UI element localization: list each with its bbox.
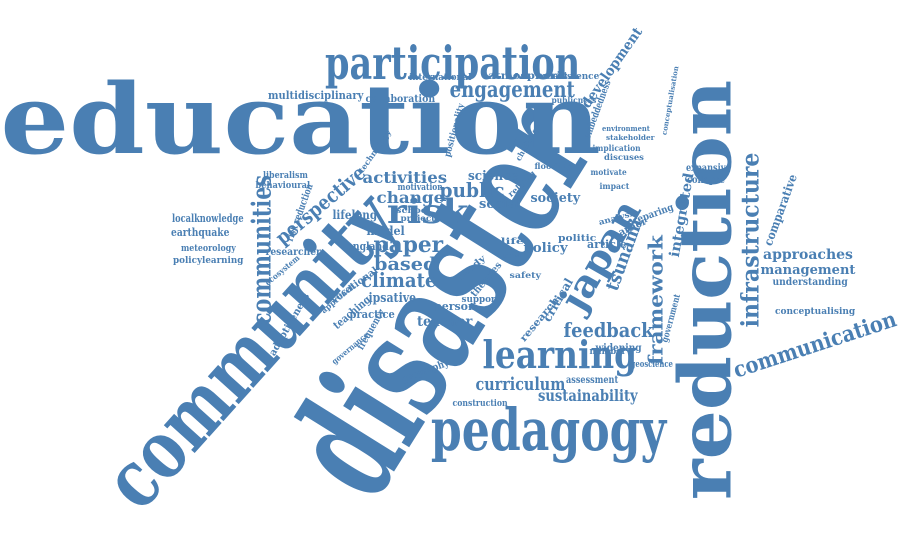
word-paper: paper (372, 232, 443, 258)
word-science: science (468, 168, 519, 184)
word-support: support (461, 294, 500, 305)
word-feedback: feedback (563, 318, 654, 342)
word-pedagogy: pedagogy (430, 396, 666, 464)
word-life: life (500, 236, 524, 246)
word-meteorology: meteorology (180, 243, 236, 254)
word-international: international (409, 72, 472, 83)
word-infrastructure: infrastructure (734, 152, 764, 328)
word-engagement: engagement (449, 77, 575, 103)
word-understanding: understanding (772, 277, 848, 288)
word-reduction: reduction (662, 79, 748, 501)
word-behavioural: behavioural (255, 180, 311, 191)
word-assessment: assessment (566, 375, 619, 386)
word-policylearning: policylearning (173, 255, 244, 266)
word-multidisciplinary: multidisciplinary (267, 88, 363, 102)
word-number: number (589, 346, 626, 357)
word-activities: activities (362, 168, 448, 187)
word-model: model (366, 224, 405, 238)
word-liberalism: liberalism (262, 170, 308, 181)
word-risk: risk (387, 192, 469, 232)
word-widening: widening (595, 343, 642, 354)
word-education: education (0, 63, 601, 176)
word-management: management (760, 262, 856, 278)
word-lifelong: lifelong (332, 208, 378, 222)
word-framework: framework (642, 235, 667, 365)
word-construction: construction (452, 398, 508, 409)
word-school: school (395, 205, 431, 215)
word-curriculum: curriculum (475, 374, 565, 395)
word-motivation: motivation (397, 182, 443, 193)
word-collapse: collapse (686, 175, 725, 186)
word-motivate: motivate (590, 167, 627, 177)
word-expansive: expansive (685, 163, 731, 174)
word-practice: practice (349, 307, 395, 321)
word-localknowledge: localknowledge (171, 211, 244, 225)
word-stakeholder: stakeholder (606, 132, 655, 142)
word-society: society (530, 190, 580, 206)
word-article: article (587, 237, 628, 251)
word-flooding: flooding (534, 161, 572, 171)
word-environment: environment (601, 123, 650, 133)
word-safety: safety (509, 270, 541, 280)
word-teacher: teacher (416, 314, 472, 330)
word-discuses: discuses (603, 152, 644, 162)
word-geoscience: geoscience (630, 359, 673, 370)
word-learning: learning (482, 332, 638, 377)
word-publicness: publicness (551, 95, 597, 105)
word-comparative: comparative (760, 172, 800, 248)
word-researcher: researcher (265, 247, 321, 258)
word-impact: impact (598, 181, 629, 191)
word-sustainability: sustainability (537, 386, 638, 405)
word-public: public (439, 178, 505, 202)
word-earthquake: earthquake (171, 225, 230, 239)
word-implication: implication (592, 143, 641, 153)
word-conceptualising: conceptualising (775, 306, 856, 317)
word-policy: policy (523, 240, 568, 256)
word-politic: politic (557, 233, 597, 244)
word-ipsative: ipsative (367, 290, 416, 306)
word-england: england (346, 239, 389, 253)
word-coexistence: coexistence (540, 71, 599, 82)
word-town: town (501, 250, 527, 260)
word-change: change (376, 188, 444, 207)
word-based: based (373, 254, 437, 275)
word-climate: climate (360, 268, 436, 292)
word-approaches: approaches (763, 247, 853, 263)
word-participation: participation (324, 36, 580, 90)
word-collaboration: collaboration (364, 94, 435, 105)
word-social: social (479, 196, 522, 212)
word-project: project (400, 213, 436, 223)
word-person: person (434, 299, 477, 313)
word-atmospheric: atmospheric (488, 71, 568, 82)
